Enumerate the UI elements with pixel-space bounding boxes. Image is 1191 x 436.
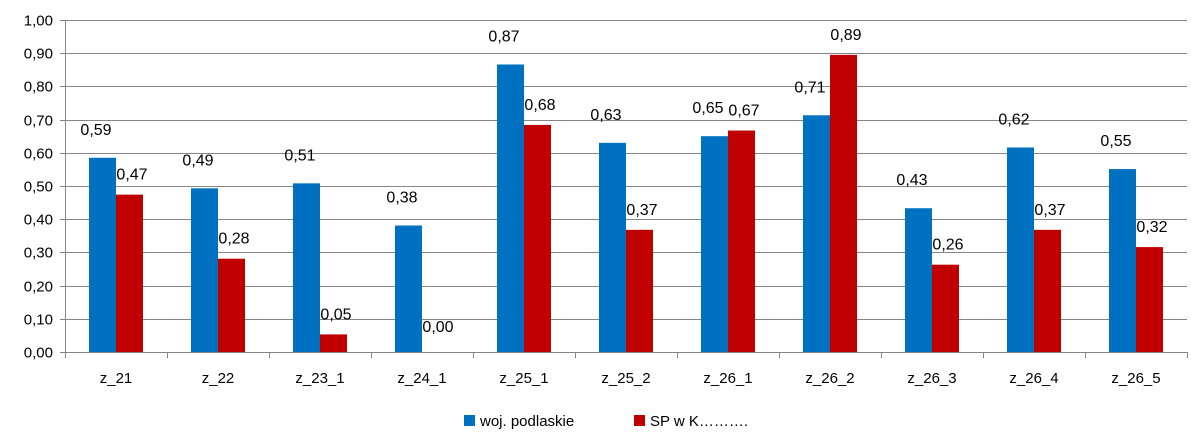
data-labels: 0,59 0,49 0,51 0,38 0,87 0,63 0,65 0,71 0,43 0,62…: [80, 27, 1167, 336]
x-tick-label: z_25_1: [499, 370, 548, 387]
bar-woj-podlaskie-z_26_3: [905, 208, 932, 352]
bar-sp-w-k-z_26_3: [932, 264, 959, 352]
data-label: 0,37: [626, 202, 657, 219]
y-tick-label: 0,00: [24, 345, 53, 362]
bar-woj-podlaskie-z_26_5: [1109, 169, 1136, 352]
data-label: 0,28: [218, 231, 249, 248]
legend-swatch-sp-w-k: [634, 415, 645, 426]
legend-label-sp-w-k: SP w K……….: [650, 413, 748, 430]
y-tick-label: 0,60: [24, 146, 53, 163]
bar-woj-podlaskie-z_26_1: [701, 136, 728, 352]
x-tick-label: z_26_1: [703, 370, 752, 387]
data-label: 0,55: [1100, 133, 1131, 150]
data-label: 0,26: [932, 237, 963, 254]
data-label: 0,68: [524, 97, 555, 114]
bar-woj-podlaskie-z_25_1: [497, 64, 524, 352]
bar-woj-podlaskie-z_24_1: [395, 225, 422, 352]
data-label: 0,05: [320, 306, 351, 323]
data-label: 0,63: [590, 107, 621, 124]
bars: [89, 54, 1163, 353]
data-label: 0,62: [998, 111, 1029, 128]
x-tick-label: z_26_3: [907, 370, 956, 387]
y-tick-label: 0,90: [24, 46, 53, 63]
y-tick-label: 0,70: [24, 113, 53, 130]
x-tick-label: z_25_2: [601, 370, 650, 387]
y-tick-label: 0,20: [24, 279, 53, 296]
x-tick-label: z_26_5: [1111, 370, 1160, 387]
bar-sp-w-k-z_25_2: [626, 229, 653, 352]
data-label: 0,65: [692, 100, 723, 117]
data-label: 0,51: [284, 147, 315, 164]
data-label: 0,49: [182, 152, 213, 169]
y-tick-label: 1,00: [24, 13, 53, 30]
data-label: 0,43: [896, 172, 927, 189]
data-label: 0,71: [794, 79, 825, 96]
data-label: 0,37: [1034, 202, 1065, 219]
legend-swatch-woj-podlaskie: [464, 415, 475, 426]
y-tick-label: 0,40: [24, 212, 53, 229]
bar-sp-w-k-z_22: [218, 258, 245, 352]
x-tick-label: z_24_1: [397, 370, 446, 387]
bar-woj-podlaskie-z_22: [191, 188, 218, 352]
x-tick-label: z_23_1: [295, 370, 344, 387]
y-tick-label: 0,10: [24, 312, 53, 329]
bar-sp-w-k-z_26_5: [1136, 247, 1163, 352]
bar-woj-podlaskie-z_25_2: [599, 142, 626, 352]
bar-woj-podlaskie-z_23_1: [293, 183, 320, 352]
bar-woj-podlaskie-z_26_2: [803, 115, 830, 352]
data-label: 0,59: [80, 122, 111, 139]
y-tick-label: 0,80: [24, 79, 53, 96]
data-label: 0,47: [116, 167, 147, 184]
bar-woj-podlaskie-z_21: [89, 157, 116, 352]
x-tick-label: z_26_4: [1009, 370, 1058, 387]
bar-woj-podlaskie-z_26_4: [1007, 147, 1034, 352]
axes: [60, 20, 1188, 358]
data-label: 0,67: [728, 103, 759, 120]
bar-sp-w-k-z_26_4: [1034, 229, 1061, 352]
data-label: 0,89: [830, 27, 861, 44]
bar-sp-w-k-z_26_1: [728, 130, 755, 352]
bar-sp-w-k-z_21: [116, 194, 143, 352]
data-label: 0,00: [422, 319, 453, 336]
x-axis-tick-labels: z_21 z_22 z_23_1 z_24_1 z_25_1 z_25_2 z_26_1 z_…: [100, 370, 1161, 387]
y-axis-tick-labels: 0,00 0,10 0,20 0,30 0,40 0,50 0,60 0,70 0,80 0,90…: [24, 13, 53, 362]
x-tick-label: z_22: [202, 370, 235, 387]
legend: woj. podlaskie SP w K……….: [464, 413, 748, 430]
x-tick-label: z_26_2: [805, 370, 854, 387]
y-tick-label: 0,50: [24, 179, 53, 196]
legend-label-woj-podlaskie: woj. podlaskie: [479, 413, 574, 430]
bar-sp-w-k-z_25_1: [524, 124, 551, 352]
data-label: 0,87: [488, 28, 519, 45]
bar-sp-w-k-z_23_1: [320, 334, 347, 352]
y-tick-label: 0,30: [24, 245, 53, 262]
data-label: 0,32: [1136, 219, 1167, 236]
bar-sp-w-k-z_26_2: [830, 54, 857, 353]
x-tick-label: z_21: [100, 370, 133, 387]
data-label: 0,38: [386, 190, 417, 207]
